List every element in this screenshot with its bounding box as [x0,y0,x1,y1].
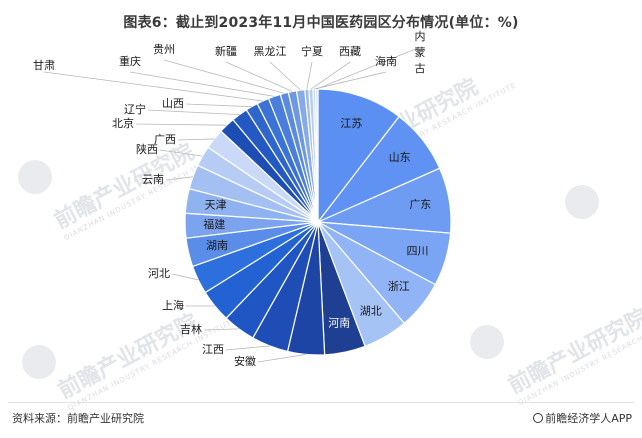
slice-label: 湖北 [360,304,382,317]
slice-label: 黑龙江 [254,45,287,58]
slice-label: 宁夏 [301,44,323,58]
chart-title: 图表6：截止到2023年11月中国医药园区分布情况(单位：%) [123,15,519,31]
leader-line [129,71,275,97]
footer-divider [8,402,634,403]
slice-label: 贵州 [153,43,175,56]
brand-logo-icon [533,413,544,423]
slice-label: 内蒙古 [415,29,426,75]
slice-label: 江西 [202,343,224,356]
leader-line [177,138,215,141]
leader-line [171,273,199,281]
source-note: 资料来源：前瞻产业研究院 [12,412,144,425]
slice-label: 新疆 [215,44,237,58]
slice-label: 天津 [205,199,227,212]
leader-line [147,109,240,115]
leader-line [163,59,285,94]
slice-label: 福建 [203,217,225,231]
leader-line [135,123,227,126]
brand-label: 前瞻经济学人APP [545,412,632,425]
leader-line [203,328,239,331]
slice-label: 重庆 [119,54,141,68]
slice-label: 安徽 [234,354,256,368]
leader-line [185,103,252,108]
slice-label: 四川 [406,244,428,257]
slice-label: 上海 [162,298,184,312]
slice-label: 北京 [112,116,134,130]
leader-line [159,149,203,157]
leader-line [269,61,301,91]
slice-label: 广东 [409,198,431,211]
slice-label: 陕西 [136,142,158,156]
leader-line [306,61,313,90]
slice-label: 吉林 [180,322,202,336]
slice-label: 山西 [162,97,184,110]
leader-line [225,61,293,92]
slice-label: 广西 [154,133,176,146]
leader-line [257,354,307,363]
slice-label: 甘肃 [33,59,55,72]
leader-line [316,47,419,90]
slice-label: 河北 [148,267,170,280]
slice-label: 辽宁 [124,102,146,116]
slice-label: 浙江 [388,280,410,293]
leader-line [165,176,193,181]
slice-label: 海南 [375,54,397,68]
brand-credit: 前瞻经济学人APP [533,410,632,426]
slice-label: 河南 [328,317,350,330]
slice-label: 湖南 [206,239,228,252]
slice-label: 云南 [142,173,164,186]
slice-label: 西藏 [339,45,361,58]
leader-line [310,61,351,90]
slice-label: 江苏 [340,117,362,130]
leader-line [225,345,270,351]
slice-label: 山东 [389,151,411,164]
leader-line [314,71,387,90]
leader-line [43,71,263,102]
pie-slice [317,88,400,224]
